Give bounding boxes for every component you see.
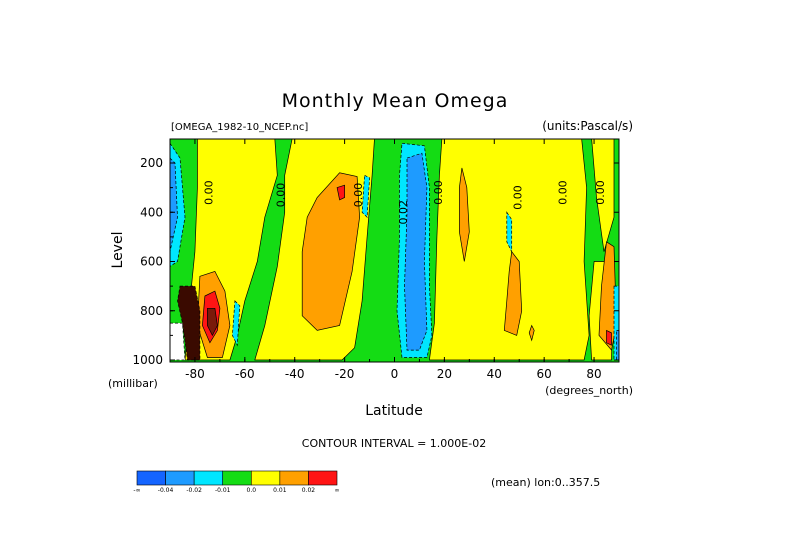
colorbar-swatch-4 [250, 470, 281, 486]
contour-region-cyan-sh-12 [361, 174, 370, 218]
x-tick-label-2: -40 [285, 367, 305, 381]
colorbar-label-7: ∞ [335, 487, 340, 494]
colorbar-label-1: -0.04 [158, 487, 174, 494]
colorbar-label-2: -0.02 [186, 487, 202, 494]
x-tick-label-8: 80 [586, 367, 601, 381]
colorbar-swatch-6 [308, 470, 338, 486]
contour-region-red-sh-subtropics [336, 184, 345, 201]
file-label: [OMEGA_1982-10_NCEP.nc] [171, 122, 308, 133]
contour-region-dark-sh-polar [207, 307, 218, 337]
x-tick-label-3: -20 [335, 367, 355, 381]
y-tick-label-1: 400 [140, 205, 163, 219]
contour-label-1: 0.00 [275, 183, 288, 208]
y-axis-label: Level [110, 232, 126, 269]
x-tick-label-5: 20 [437, 367, 452, 381]
colorbar-swatch-3 [222, 470, 252, 486]
colorbar-swatch-1 [165, 470, 195, 486]
colorbar-swatch-2 [193, 470, 224, 486]
y-axis-ticks: 200 400 600 800 1000 [132, 156, 619, 367]
mean-lon-text: (mean) lon:0..357.5 [491, 476, 600, 489]
contour-label-3: 0.02 [397, 200, 410, 225]
x-tick-label-1: -60 [235, 367, 255, 381]
contour-region-orange-sh-subtropics [301, 172, 360, 331]
contour-region-yellow-nh [428, 139, 590, 361]
contour-label-7: 0.00 [594, 180, 607, 205]
x-tick-label-6: 40 [487, 367, 502, 381]
x-tick-label-4: 0 [391, 367, 399, 381]
colorbar-label-3: -0.01 [215, 487, 231, 494]
contour-region-white-antarctic [170, 322, 186, 361]
contour-region-orange-nh-85 [598, 241, 617, 351]
contour-region-blue-nh-polar [616, 330, 619, 361]
colorbar-label-6: 0.02 [302, 487, 316, 494]
units-label: (units:Pascal/s) [542, 119, 633, 133]
contour-label-5: 0.00 [512, 185, 525, 210]
x-axis-label: Latitude [365, 403, 423, 419]
contour-region-blue-tropics [404, 152, 428, 351]
contour-region-cyan-nh-38 [506, 211, 513, 252]
contour-region-orange-nh-45 [503, 250, 523, 336]
x-tick-label-0: -80 [185, 367, 205, 381]
y-axis-units: (millibar) [108, 377, 158, 390]
contour-interval-text: CONTOUR INTERVAL = 1.000E-02 [302, 437, 486, 450]
contour-labels: 0.00 0.00 0.00 0.02 0.00 0.00 0.00 0.00 [202, 180, 607, 224]
contour-label-2: 0.00 [352, 183, 365, 208]
y-tick-label-2: 600 [140, 255, 163, 269]
colorbar-swatch-5 [279, 470, 309, 486]
contour-region-blue-sh-polar [170, 157, 178, 252]
contour-region-cyan-sh-60 [232, 300, 241, 347]
colorbar-label-0: -∞ [133, 487, 140, 494]
colorbar-swatch-0 [136, 470, 166, 486]
y-tick-label-4: 1000 [132, 353, 163, 367]
chart-title: Monthly Mean Omega [282, 90, 509, 112]
colorbar-label-4: 0.0 [247, 487, 257, 494]
x-axis-ticks: -80 -60 -40 -20 0 20 40 60 80 [169, 139, 620, 381]
contour-fills [170, 139, 619, 361]
contour-region-red-nh-88 [606, 329, 612, 346]
colorbar-legend: -∞ -0.04 -0.02 -0.01 0.0 0.01 0.02 ∞ [133, 470, 340, 494]
y-tick-label-0: 200 [140, 156, 163, 170]
contour-label-0: 0.00 [202, 180, 215, 205]
contour-label-6: 0.00 [557, 180, 570, 205]
contour-region-orange-small-55 [528, 324, 535, 342]
contour-region-dark-antarctic [177, 285, 201, 361]
x-axis-units: (degrees_north) [545, 384, 633, 397]
colorbar-label-5: 0.01 [273, 487, 287, 494]
contour-label-4: 0.00 [432, 180, 445, 205]
contour-region-yellow-nh-polar [591, 139, 615, 252]
y-tick-label-3: 800 [140, 304, 163, 318]
contour-region-orange-nh-25 [459, 167, 470, 262]
x-tick-label-7: 60 [537, 367, 552, 381]
